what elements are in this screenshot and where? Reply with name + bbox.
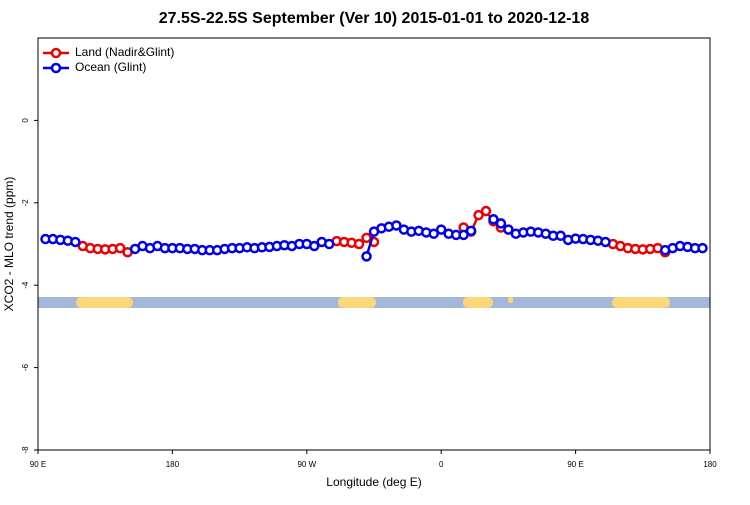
data-point xyxy=(503,224,514,235)
data-point xyxy=(488,214,499,225)
y-tick-label: 0 xyxy=(21,118,30,123)
y-tick-label: -4 xyxy=(21,281,30,289)
data-point xyxy=(480,205,492,217)
y-tick-label: -2 xyxy=(21,199,30,207)
data-point xyxy=(361,251,372,262)
data-point xyxy=(391,220,402,231)
plot-frame xyxy=(37,37,711,451)
data-point xyxy=(70,236,81,248)
chart-title: 27.5S-22.5S September (Ver 10) 2015-01-0… xyxy=(159,10,590,27)
data-point xyxy=(309,240,320,252)
legend-label: Ocean (Glint) xyxy=(75,60,146,74)
legend-marker xyxy=(50,47,62,59)
legend-marker xyxy=(50,62,62,74)
y-tick-label: -6 xyxy=(21,363,30,371)
legend-label: Land (Nadir&Glint) xyxy=(75,45,174,59)
x-tick-label: 180 xyxy=(166,460,180,469)
data-point xyxy=(495,218,507,229)
y-axis-label: XCO2 - MLO trend (ppm) xyxy=(2,177,16,312)
x-axis-label: Longitude (deg E) xyxy=(326,475,421,489)
data-point xyxy=(114,242,126,254)
x-tick-label: 180 xyxy=(703,460,717,469)
land-mask-strip xyxy=(38,297,710,308)
x-tick-label: 0 xyxy=(439,460,444,469)
y-tick-label: -8 xyxy=(21,446,30,454)
data-point xyxy=(428,228,439,239)
data-point xyxy=(600,236,611,248)
x-tick-label: 90 E xyxy=(30,460,46,469)
data-point xyxy=(465,225,477,237)
data-point xyxy=(361,232,372,244)
data-point xyxy=(435,224,447,235)
data-point xyxy=(555,230,566,242)
x-tick-label: 90 E xyxy=(567,460,583,469)
x-tick-label: 90 W xyxy=(297,460,316,469)
data-point xyxy=(323,238,335,250)
data-point xyxy=(458,229,469,241)
data-point xyxy=(353,238,365,250)
data-point xyxy=(697,242,708,254)
data-point xyxy=(473,209,484,221)
